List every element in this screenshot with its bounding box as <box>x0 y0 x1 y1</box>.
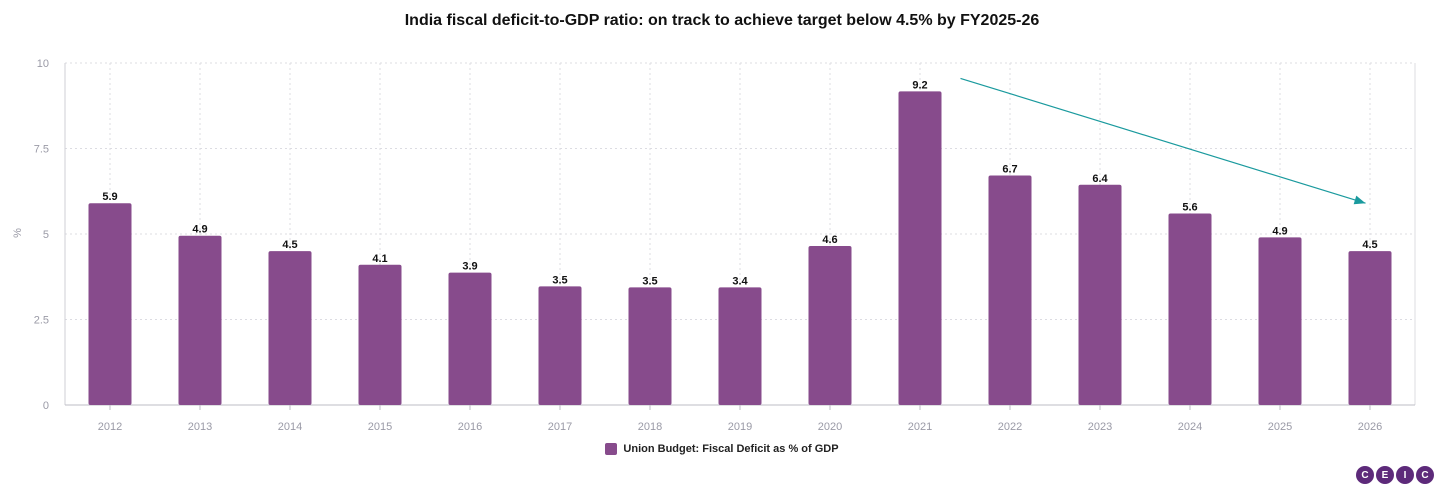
y-tick-label: 7.5 <box>34 144 49 156</box>
bar[interactable] <box>358 264 402 405</box>
bar[interactable] <box>268 251 312 405</box>
bar[interactable] <box>808 245 852 405</box>
logo-letter: E <box>1376 466 1394 484</box>
data-label: 4.1 <box>372 253 387 265</box>
x-tick-label: 2025 <box>1268 421 1292 433</box>
bar[interactable] <box>1078 184 1122 405</box>
tick-labels: 0 2.5 5 7.5 10 2012 2013 2014 2015 2016 2017 2018 20… <box>34 58 1383 433</box>
x-tick-label: 2024 <box>1178 421 1202 433</box>
y-tick-label: 0 <box>43 400 49 412</box>
data-label: 3.9 <box>462 261 477 273</box>
bar[interactable] <box>988 175 1032 405</box>
bar[interactable] <box>1258 237 1302 405</box>
x-tick-label: 2022 <box>998 421 1022 433</box>
data-label: 4.5 <box>282 239 297 251</box>
bar[interactable] <box>448 272 492 405</box>
chart-title: India fiscal deficit-to-GDP ratio: on tr… <box>404 12 1040 29</box>
x-tick-label: 2020 <box>818 421 842 433</box>
bar[interactable] <box>718 287 762 405</box>
data-label: 4.5 <box>1362 239 1377 251</box>
x-tick-label: 2012 <box>98 421 122 433</box>
data-label: 6.4 <box>1092 173 1108 185</box>
logo-letter: I <box>1396 466 1414 484</box>
x-tick-label: 2023 <box>1088 421 1112 433</box>
data-label: 4.9 <box>1272 225 1287 237</box>
trend-arrow-head <box>1353 195 1366 205</box>
y-tick-label: 10 <box>37 58 49 70</box>
bar[interactable] <box>1168 213 1212 405</box>
x-tick-label: 2017 <box>548 421 572 433</box>
data-label: 3.5 <box>642 275 657 287</box>
data-label: 3.5 <box>552 274 567 286</box>
y-tick-label: 5 <box>43 229 49 241</box>
legend[interactable]: Union Budget: Fiscal Deficit as % of GDP <box>0 443 1444 455</box>
x-tick-label: 2013 <box>188 421 212 433</box>
bar[interactable] <box>538 286 582 405</box>
trend-annotation <box>960 77 1366 205</box>
trend-arrow-line <box>960 77 1366 204</box>
x-tick-label: 2014 <box>278 421 302 433</box>
data-label: 6.7 <box>1002 164 1017 176</box>
bar[interactable] <box>178 235 222 405</box>
data-label: 4.6 <box>822 234 837 246</box>
logo-letter: C <box>1356 466 1374 484</box>
bars <box>88 91 1392 406</box>
x-tick-label: 2015 <box>368 421 392 433</box>
data-label: 4.9 <box>192 224 207 236</box>
bar[interactable] <box>1348 251 1392 405</box>
data-label: 5.9 <box>102 191 117 203</box>
data-label: 3.4 <box>732 275 748 287</box>
x-tick-label: 2016 <box>458 421 482 433</box>
data-label: 9.2 <box>912 79 927 91</box>
logo-letter: C <box>1416 466 1434 484</box>
y-axis-label: % <box>12 228 24 238</box>
y-tick-label: 2.5 <box>34 315 49 327</box>
data-label: 5.6 <box>1182 201 1197 213</box>
x-tick-label: 2019 <box>728 421 752 433</box>
legend-label: Union Budget: Fiscal Deficit as % of GDP <box>623 443 839 455</box>
x-tick-label: 2018 <box>638 421 662 433</box>
x-tick-label: 2026 <box>1358 421 1382 433</box>
bar[interactable] <box>628 287 672 405</box>
bar[interactable] <box>898 91 942 406</box>
ceic-logo: C E I C <box>1354 466 1434 484</box>
x-tick-label: 2021 <box>908 421 932 433</box>
data-labels: 5.9 4.9 4.5 4.1 3.9 3.5 3.5 3.4 4.6 9.2 6.7 6.4 5.6 4… <box>102 79 1377 287</box>
bar[interactable] <box>88 203 132 405</box>
legend-swatch <box>605 443 618 455</box>
